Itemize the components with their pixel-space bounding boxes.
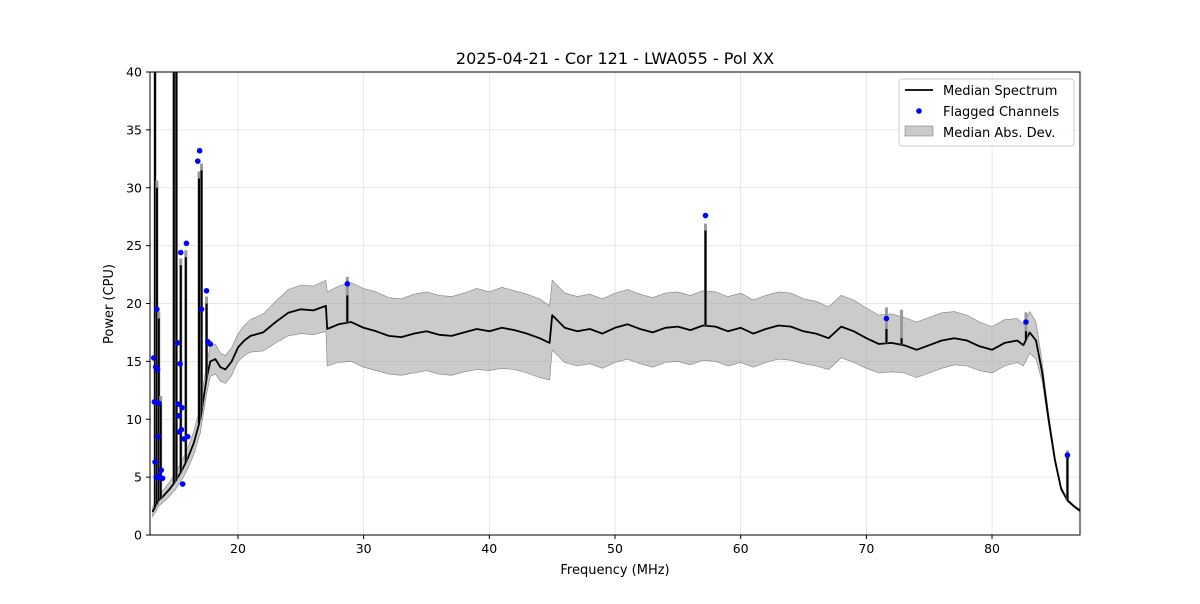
median-spectrum-line [151, 304, 1080, 513]
flagged-channel-point [151, 399, 158, 405]
flagged-channels [150, 147, 1071, 487]
flagged-channel-point [150, 355, 157, 361]
x-axis-ticks: 20 30 40 50 60 70 80 [230, 535, 1000, 556]
flagged-channel-point [154, 366, 161, 373]
x-tick-label: 30 [356, 541, 372, 556]
flagged-channel-point [176, 412, 182, 419]
x-tick-label: 50 [607, 541, 623, 556]
flagged-channel-point [155, 433, 161, 440]
y-tick-label: 40 [126, 65, 142, 80]
legend-box [898, 78, 1075, 147]
y-tick-label: 25 [126, 238, 142, 253]
rfi-spikes [153, 72, 1069, 508]
flagged-channel-point [184, 433, 191, 440]
x-tick-label: 80 [984, 541, 1000, 556]
y-tick-label: 0 [134, 528, 142, 543]
x-axis-label: Frequency (MHz) [560, 563, 669, 578]
y-tick-label: 20 [126, 296, 142, 311]
flagged-channel-point [183, 240, 190, 247]
y-tick-label: 15 [126, 354, 142, 369]
legend-label-median: Median Spectrum [943, 84, 1057, 99]
legend-band-swatch [904, 125, 934, 137]
legend-label-mad: Median Abs. Dev. [943, 126, 1055, 141]
flagged-channel-point [203, 287, 210, 294]
x-tick-label: 70 [858, 541, 874, 556]
flagged-channel-point [159, 475, 166, 482]
x-tick-label: 60 [733, 541, 749, 556]
flagged-channel-point [1064, 452, 1071, 458]
flagged-channel-point [178, 426, 185, 433]
chart-title: 2025-04-21 - Cor 121 - LWA055 - Pol XX [456, 49, 774, 68]
flagged-channel-point [177, 360, 183, 367]
flagged-channel-point [174, 340, 181, 346]
flagged-channel-point [152, 459, 158, 465]
plot-area [150, 72, 1080, 518]
flagged-channel-point [702, 212, 709, 219]
y-tick-label: 30 [126, 180, 142, 195]
legend: Median Spectrum Flagged Channels Median … [898, 78, 1075, 147]
flagged-channel-point [196, 147, 203, 154]
flagged-channel-point [155, 400, 162, 406]
flagged-channel-point [177, 249, 184, 256]
flagged-channel-point [158, 467, 165, 473]
y-tick-label: 10 [126, 412, 142, 427]
flagged-channel-point [344, 281, 351, 287]
flagged-channel-point [179, 404, 185, 411]
flagged-channel-point [179, 481, 186, 487]
flagged-channel-point [154, 306, 160, 313]
y-tick-label: 35 [126, 122, 142, 137]
flagged-channel-point [207, 341, 214, 347]
flagged-channel-point [198, 306, 205, 313]
x-tick-label: 20 [230, 541, 246, 556]
x-tick-label: 40 [481, 541, 497, 556]
flagged-channel-point [1023, 319, 1029, 325]
mad-band [152, 279, 1080, 518]
flagged-channel-point [194, 158, 201, 164]
y-tick-label: 5 [134, 470, 142, 485]
y-axis-label: Power (CPU) [102, 264, 117, 344]
flagged-channel-point [175, 401, 182, 408]
legend-label-flagged: Flagged Channels [943, 105, 1059, 120]
flagged-channel-point [883, 315, 890, 322]
legend-marker-swatch [916, 108, 922, 114]
y-axis-ticks: 0 5 10 15 20 25 30 35 40 [126, 65, 150, 543]
